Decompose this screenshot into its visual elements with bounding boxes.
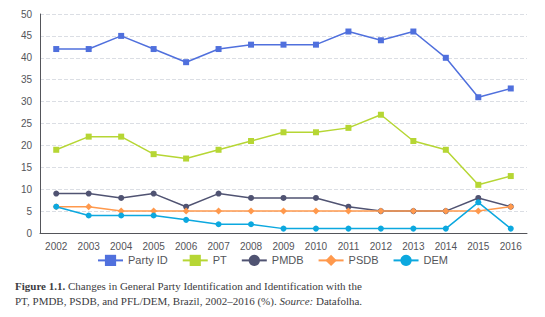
- svg-text:PT, PMDB, PSDB, and PFL/DEM, B: PT, PMDB, PSDB, and PFL/DEM, Brazil, 200…: [15, 295, 279, 308]
- svg-text:2008: 2008: [240, 241, 263, 252]
- svg-text:40: 40: [21, 52, 33, 63]
- svg-text:PSDB: PSDB: [349, 254, 379, 266]
- svg-text:30: 30: [21, 96, 33, 107]
- svg-text:50: 50: [21, 9, 33, 20]
- svg-text:2011: 2011: [338, 241, 360, 252]
- svg-text:2013: 2013: [402, 241, 425, 252]
- svg-text:2016: 2016: [500, 241, 523, 252]
- svg-text:2009: 2009: [272, 241, 295, 252]
- svg-text:Changes in General Party Ident: Changes in General Party Identification …: [65, 280, 362, 292]
- svg-text:Source:: Source:: [279, 295, 313, 307]
- svg-text:0: 0: [26, 228, 32, 239]
- svg-text:2005: 2005: [143, 241, 166, 252]
- svg-text:2007: 2007: [207, 241, 230, 252]
- svg-text:10: 10: [21, 184, 33, 195]
- svg-text:35: 35: [21, 74, 33, 85]
- svg-text:2003: 2003: [78, 241, 101, 252]
- svg-text:Party ID: Party ID: [128, 254, 168, 266]
- svg-text:5: 5: [26, 206, 32, 217]
- svg-text:PMDB: PMDB: [272, 254, 304, 266]
- svg-text:DEM: DEM: [424, 254, 448, 266]
- svg-text:2006: 2006: [175, 241, 198, 252]
- svg-text:PT: PT: [213, 254, 227, 266]
- svg-text:2004: 2004: [110, 241, 133, 252]
- svg-text:2012: 2012: [370, 241, 393, 252]
- svg-text:45: 45: [21, 30, 33, 41]
- svg-text:25: 25: [21, 118, 33, 129]
- svg-text:Figure 1.1.: Figure 1.1.: [15, 280, 65, 292]
- svg-text:2015: 2015: [467, 241, 490, 252]
- svg-text:15: 15: [21, 162, 33, 173]
- svg-text:Datafolha.: Datafolha.: [313, 295, 362, 307]
- svg-text:20: 20: [21, 140, 33, 151]
- svg-text:2014: 2014: [435, 241, 458, 252]
- svg-text:2010: 2010: [305, 241, 328, 252]
- svg-text:2002: 2002: [45, 241, 68, 252]
